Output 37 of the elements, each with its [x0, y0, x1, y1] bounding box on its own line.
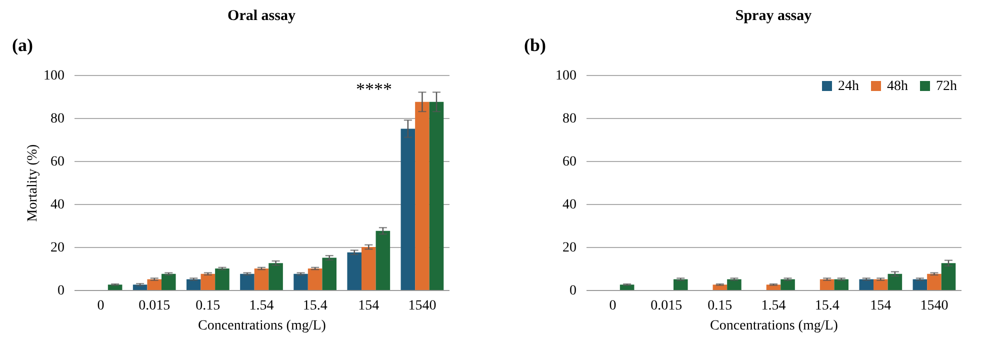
y-tick-label: 40: [50, 198, 64, 212]
y-tick-label: 0: [570, 284, 576, 298]
x-axis-title: Concentrations (mg/L): [198, 318, 326, 334]
y-axis-title: Mortality (%): [26, 144, 40, 222]
y-tick-label: 60: [562, 154, 576, 170]
x-tick-label: 0: [97, 298, 104, 314]
annotation: ****: [356, 79, 392, 99]
chart-title: Spray assay: [735, 8, 812, 24]
text: (a): [12, 35, 33, 55]
chart-title: Oral assay: [228, 8, 296, 24]
y-tick-label: 100: [44, 68, 64, 84]
x-tick-label: 0.015: [650, 298, 682, 314]
y-tick-label: 80: [562, 112, 576, 126]
x-tick-label: 0.15: [196, 298, 220, 314]
y-tick-label: 20: [562, 240, 576, 256]
y-tick-label: 60: [50, 154, 64, 170]
x-tick-label: 1.54: [249, 298, 274, 314]
y-tick-label: 100: [556, 68, 576, 84]
x-axis-title: Concentrations (mg/L): [710, 318, 838, 334]
x-tick-label: 1540: [408, 298, 436, 314]
y-tick-label: 80: [50, 112, 64, 126]
x-tick-label: 0.015: [138, 298, 170, 314]
y-tick-label: 20: [50, 240, 64, 256]
x-tick-label: 154: [358, 298, 380, 314]
legend-label: 72h: [936, 79, 957, 94]
x-tick-label: 15.4: [814, 298, 840, 314]
x-tick-label: 1540: [920, 298, 948, 314]
x-tick-label: 0: [609, 298, 616, 314]
x-tick-label: 15.4: [302, 298, 328, 314]
y-tick-label: 40: [562, 198, 576, 212]
y-tick-label: 0: [58, 284, 64, 298]
text: (b): [524, 35, 546, 55]
legend-label: 48h: [887, 79, 908, 94]
x-tick-label: 1.54: [761, 298, 786, 314]
legend-label: 24h: [838, 79, 859, 94]
x-tick-label: 154: [870, 298, 892, 314]
x-tick-label: 0.15: [708, 298, 732, 314]
